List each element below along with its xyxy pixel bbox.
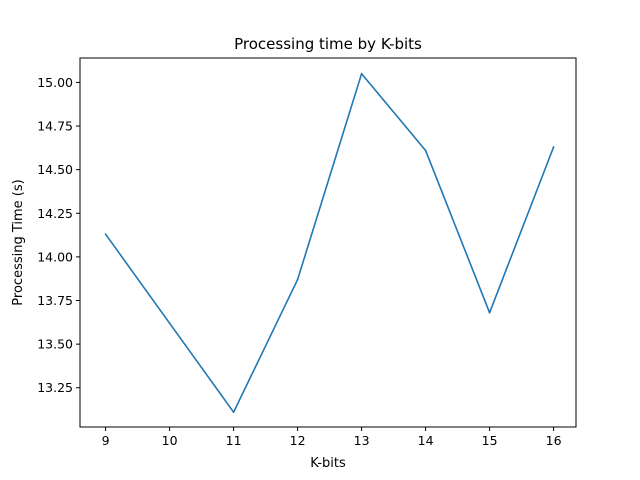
y-tick-label: 15.00 [37,75,73,90]
x-tick-label: 9 [102,433,110,448]
y-tick-label: 14.50 [37,162,73,177]
y-tick-label: 13.50 [37,337,73,352]
data-point [360,72,363,75]
x-tick-label: 12 [290,433,306,448]
plot-area [79,57,577,428]
x-axis-label: K-bits [310,456,346,471]
data-point [488,311,491,314]
y-tick-label: 14.25 [37,206,73,221]
chart-title: Processing time by K-bits [234,35,422,53]
data-point [552,146,555,148]
data-point [424,149,427,152]
x-tick-label: 11 [226,433,242,448]
data-point [232,411,235,414]
series-layer [104,72,555,414]
x-tick-label: 14 [418,433,434,448]
y-axis-label: Processing Time (s) [11,179,26,305]
series-line [104,72,555,413]
y-tick-label: 14.75 [37,119,73,134]
x-tick-label: 16 [546,433,562,448]
data-point [296,278,299,281]
x-tick-label: 13 [354,433,370,448]
y-tick-label: 13.75 [37,293,73,308]
data-point [168,322,171,325]
y-tick-label: 13.25 [37,380,73,395]
y-axis: 13.25 13.50 13.75 14.00 14.25 14.50 14.75 15.00 [37,75,80,395]
y-tick-label: 14.00 [37,249,73,264]
x-axis: 9 10 11 12 13 14 15 16 [102,427,562,448]
data-point [104,233,107,236]
x-tick-label: 15 [482,433,498,448]
x-tick-label: 10 [162,433,178,448]
